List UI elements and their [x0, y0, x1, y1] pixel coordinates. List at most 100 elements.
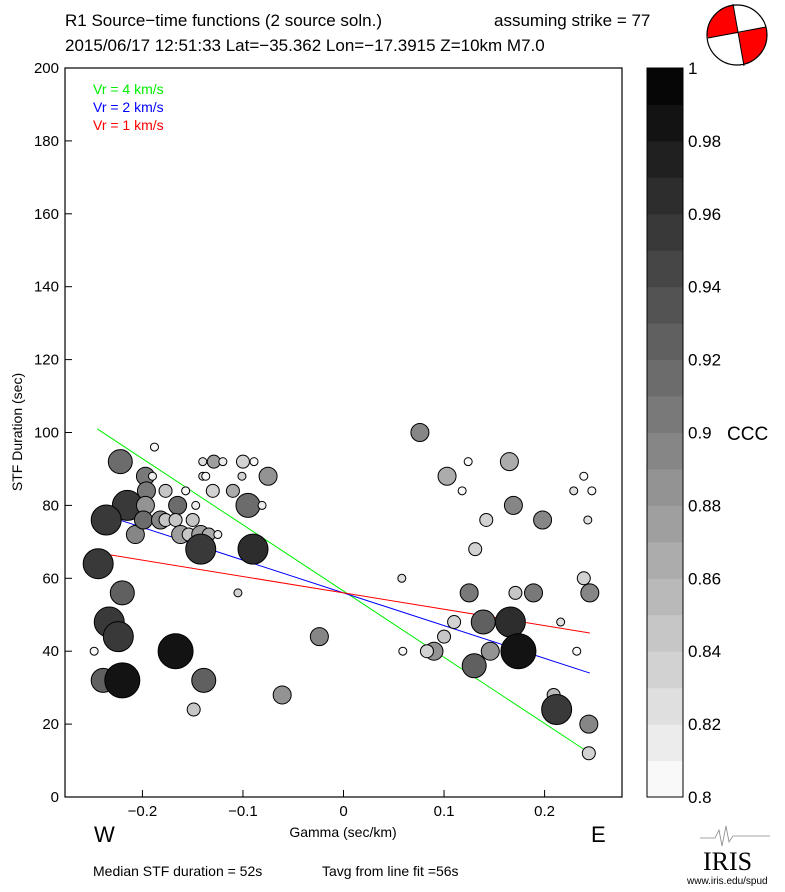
data-point [457, 486, 467, 496]
x-tick-label: −0.2 [128, 803, 158, 820]
data-point [149, 442, 159, 452]
colorbar-tick-label: 1 [688, 59, 697, 78]
data-point [235, 492, 261, 518]
data-point [524, 583, 544, 603]
data-point [185, 512, 200, 527]
beachball-icon [706, 3, 768, 67]
colorbar [646, 67, 684, 798]
y-tick-label: 160 [34, 206, 59, 223]
colorbar-bin [647, 505, 683, 543]
data-point [186, 702, 201, 717]
data-point [185, 533, 217, 565]
data-point [468, 542, 483, 557]
colorbar-bin [647, 468, 683, 506]
east-label: E [591, 822, 606, 847]
colorbar-bin [647, 614, 683, 652]
data-point [470, 609, 496, 635]
data-point [580, 583, 600, 603]
iris-url: www.iris.edu/spud [686, 876, 768, 887]
data-point [463, 457, 473, 467]
colorbar-bin [647, 104, 683, 142]
colorbar-tick-label: 0.98 [688, 132, 721, 151]
y-tick-label: 100 [34, 425, 59, 442]
colorbar-tick-label: 0.8 [688, 788, 712, 807]
data-point [191, 500, 201, 510]
fit-line [96, 428, 591, 754]
data-point [191, 667, 217, 693]
colorbar-label: CCC [727, 424, 768, 445]
colorbar-tick-label: 0.9 [688, 424, 712, 443]
y-tick-label: 40 [42, 643, 59, 660]
colorbar-bin [647, 359, 683, 397]
data-point [579, 714, 599, 734]
y-tick-label: 200 [34, 60, 59, 77]
data-point [158, 483, 173, 498]
data-point [533, 510, 553, 530]
data-point [499, 452, 519, 472]
median-duration: Median STF duration = 52s [93, 863, 262, 879]
data-point [398, 646, 408, 656]
data-point [168, 512, 183, 527]
data-point [579, 471, 589, 481]
legend-vr1: Vr = 1 km/s [93, 117, 164, 133]
iris-logo-text: IRIS [703, 847, 752, 876]
data-point [459, 583, 479, 603]
data-point [257, 500, 267, 510]
colorbar-tick-label: 0.88 [688, 496, 721, 515]
event-info: 2015/06/17 12:51:33 Lat=−35.362 Lon=−17.… [65, 36, 545, 55]
colorbar-bin [647, 651, 683, 689]
colorbar-tick-label: 0.82 [688, 715, 721, 734]
data-point [572, 646, 582, 656]
x-tick-label: −0.1 [228, 803, 258, 820]
colorbar-bin [647, 286, 683, 324]
data-point [125, 525, 145, 545]
data-point [225, 483, 240, 498]
data-point [235, 454, 250, 469]
y-tick-label: 60 [42, 570, 59, 587]
iris-logo: IRIS www.iris.edu/spud [686, 825, 770, 887]
data-point [201, 471, 211, 481]
chart-title: R1 Source−time functions (2 source soln.… [65, 11, 382, 30]
data-point [397, 573, 407, 583]
data-point [258, 466, 278, 486]
data-point [237, 471, 247, 481]
y-tick-label: 120 [34, 352, 59, 369]
colorbar-tick-label: 0.92 [688, 351, 721, 370]
colorbar-bin [647, 760, 683, 798]
data-point [213, 530, 223, 540]
data-point [587, 486, 597, 496]
colorbar-bin [647, 432, 683, 470]
data-point [249, 457, 259, 467]
data-point [89, 646, 99, 656]
data-point [410, 423, 430, 442]
plot-area: −0.2 −0.1 0 0.1 0.2 0 20 40 60 80 100 120 140 160 180… [34, 60, 623, 820]
x-tick-label: 0 [339, 803, 347, 820]
y-tick-label: 80 [42, 497, 59, 514]
colorbar-bin [647, 250, 683, 288]
colorbar-bin [647, 687, 683, 725]
data-point [133, 510, 153, 530]
legend-vr2: Vr = 2 km/s [93, 99, 164, 115]
data-point [437, 466, 457, 486]
data-point [500, 633, 537, 670]
x-tick-label: 0.1 [434, 803, 455, 820]
data-point [102, 621, 134, 653]
strike-label: assuming strike = 77 [494, 11, 650, 30]
data-point [309, 627, 329, 647]
data-point [90, 504, 122, 536]
data-point [205, 483, 220, 498]
data-point [168, 495, 188, 515]
colorbar-tick-label: 0.96 [688, 205, 721, 224]
data-point [272, 685, 292, 705]
data-point [437, 629, 452, 644]
line-fit-tavg: Tavg from line fit =56s [322, 863, 459, 879]
colorbar-bin [647, 541, 683, 579]
data-point [569, 486, 579, 496]
colorbar-bin [647, 213, 683, 251]
data-point [109, 580, 135, 606]
data-point [233, 588, 243, 598]
data-point [147, 471, 157, 481]
data-point [157, 633, 194, 670]
colorbar-frame [646, 67, 684, 798]
